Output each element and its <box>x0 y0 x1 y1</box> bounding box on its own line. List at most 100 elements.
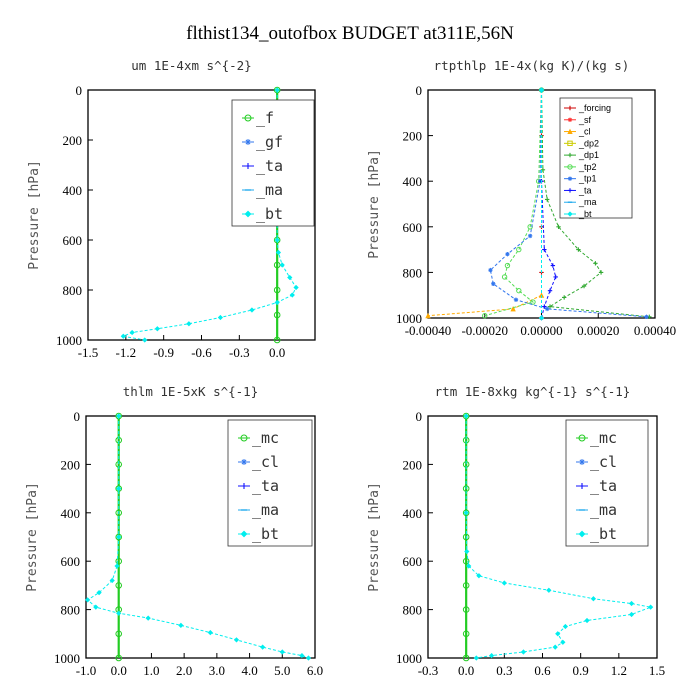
y-tick-label: 1000 <box>396 311 422 326</box>
data-point <box>273 286 281 294</box>
x-tick-label: 0.0 <box>111 663 127 678</box>
data-point <box>425 312 431 319</box>
chart-panel: rtm 1E-8xkg kg^{-1} s^{-1} Pressure [hPa]… <box>367 384 665 678</box>
data-point <box>116 485 122 492</box>
data-point <box>510 306 516 312</box>
x-tick-label: -0.6 <box>191 345 212 360</box>
y-tick-label: 600 <box>63 233 83 248</box>
panel-title: thlm 1E-5xK s^{-1} <box>123 384 258 399</box>
y-tick-label: 400 <box>403 506 423 521</box>
y-tick-label: 800 <box>61 603 81 618</box>
x-tick-label: -0.00040 <box>405 323 452 338</box>
data-point <box>488 652 495 659</box>
data-point <box>241 483 247 489</box>
x-tick-label: 0.6 <box>534 663 551 678</box>
data-point <box>240 530 248 538</box>
panel-title: rtpthlp 1E-4x(kg K)/(kg s) <box>434 58 630 73</box>
series-bt <box>463 413 654 661</box>
legend-label: _bt <box>252 525 279 543</box>
data-point <box>628 611 635 618</box>
y-tick-label: 200 <box>403 129 423 144</box>
x-tick-label: 0.00040 <box>634 323 676 338</box>
data-point <box>178 622 184 628</box>
y-tick-label: 800 <box>403 265 423 280</box>
data-point <box>501 274 508 280</box>
x-tick-label: 0.3 <box>496 663 512 678</box>
y-tick-label: 200 <box>63 133 83 148</box>
data-point <box>527 233 533 239</box>
data-point <box>530 299 536 305</box>
legend-label: _ma <box>252 501 279 519</box>
data-point <box>120 333 126 339</box>
x-tick-label: -0.3 <box>418 663 439 678</box>
x-tick-label: 1.2 <box>611 663 627 678</box>
legend-label: _cl <box>252 453 279 471</box>
legend-label: _bt <box>256 205 283 223</box>
data-point <box>567 211 573 217</box>
data-point <box>556 224 561 229</box>
x-tick-label: 0.0 <box>458 663 474 678</box>
data-point <box>463 413 469 419</box>
data-point <box>96 590 102 596</box>
data-point <box>109 577 115 584</box>
data-point <box>245 139 251 145</box>
data-point <box>274 87 280 93</box>
plot-frame <box>85 415 316 659</box>
data-point <box>129 329 135 336</box>
data-point <box>207 629 213 636</box>
legend-label: _f <box>256 109 274 127</box>
data-point <box>85 597 91 603</box>
legend-box <box>565 419 649 547</box>
data-point <box>560 639 566 645</box>
data-point <box>547 288 553 293</box>
data-point <box>245 163 251 169</box>
data-point <box>482 313 488 319</box>
data-point <box>145 615 151 621</box>
chart-panel: um 1E-4xm s^{-2} Pressure [hPa] 0 200 400 600… <box>27 58 316 360</box>
data-point <box>578 530 586 538</box>
data-point <box>260 644 266 650</box>
y-tick-label: 400 <box>63 183 83 198</box>
data-point <box>567 164 573 170</box>
legend-box <box>559 97 633 219</box>
x-tick-label: 3.0 <box>209 663 225 678</box>
data-point <box>244 114 252 122</box>
data-point <box>115 557 123 565</box>
data-point <box>275 249 282 256</box>
x-tick-label: 6.0 <box>307 663 323 678</box>
data-point <box>576 247 581 252</box>
legend-label: _cl <box>590 453 617 471</box>
data-point <box>249 307 255 313</box>
y-tick-label: 0 <box>416 83 423 98</box>
data-point <box>562 623 569 630</box>
x-tick-label: -0.00020 <box>461 323 508 338</box>
data-point <box>462 654 470 662</box>
data-point <box>115 509 123 517</box>
data-point <box>142 337 148 343</box>
x-tick-label: 5.0 <box>274 663 290 678</box>
x-tick-label: 1.5 <box>649 663 665 678</box>
data-point <box>538 87 545 93</box>
data-point <box>462 533 470 541</box>
data-point <box>567 188 573 193</box>
y-axis-label: Pressure [hPa] <box>25 482 40 592</box>
series-bt <box>120 87 299 343</box>
x-tick-label: -1.0 <box>76 663 97 678</box>
x-tick-label: 4.0 <box>241 663 257 678</box>
data-point <box>504 262 511 269</box>
legend-label: _mc <box>590 429 617 447</box>
data-point <box>581 283 587 289</box>
data-point <box>552 644 558 650</box>
legend: _mc _cl _ta _ma _bt <box>565 419 649 547</box>
data-point <box>542 247 547 252</box>
y-tick-label: 200 <box>61 457 81 472</box>
y-tick-label: 400 <box>403 174 423 189</box>
data-point <box>293 284 299 291</box>
data-point <box>93 604 99 610</box>
x-tick-label: 1.0 <box>143 663 159 678</box>
panel-title: um 1E-4xm s^{-2} <box>131 58 251 73</box>
data-point <box>567 152 573 158</box>
data-point <box>115 654 123 662</box>
data-point <box>279 262 285 268</box>
